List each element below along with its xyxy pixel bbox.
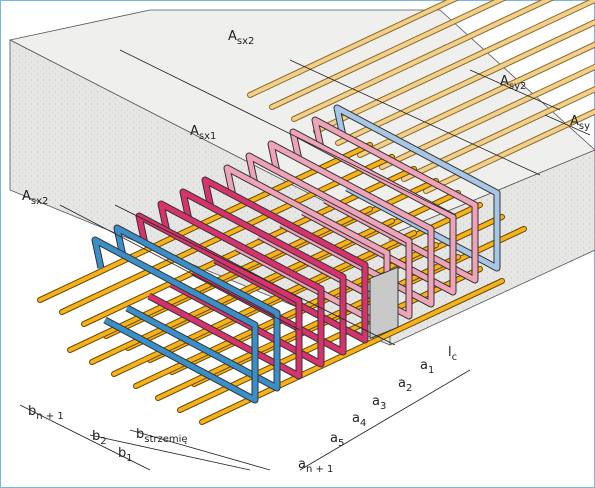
label-base: A: [22, 189, 31, 204]
label-sub: sx2: [31, 196, 49, 207]
label-base: A: [570, 114, 579, 129]
label-sub: sx2: [237, 36, 255, 47]
label-sub: c: [452, 352, 458, 363]
label-sub: 3: [380, 401, 386, 412]
label-sub: 4: [360, 418, 366, 429]
label-sub: sx1: [199, 131, 217, 142]
label-sub: 1: [126, 453, 132, 464]
label-base: b: [28, 404, 36, 419]
label-sub: sy: [579, 121, 590, 132]
label-sub: sy2: [509, 81, 527, 92]
label-base: A: [190, 124, 199, 139]
label-base: A: [228, 29, 237, 44]
label-base: b: [136, 427, 144, 442]
label-sub: 1: [428, 365, 434, 376]
label-base: A: [500, 74, 509, 89]
label-sub: 2: [100, 436, 106, 447]
label-base: a: [420, 358, 428, 373]
label-base: a: [330, 431, 338, 446]
label-sub: 5: [338, 438, 344, 449]
label-sub: 2: [406, 383, 412, 394]
label-sub: strzemię: [144, 434, 187, 445]
label-base: b: [92, 429, 100, 444]
label-base: a: [398, 376, 406, 391]
anchor-plate: [370, 267, 398, 338]
label-base: a: [372, 394, 380, 409]
label-sub: n + 1: [306, 464, 333, 475]
reinforcement-diagram: Asx2Asy2AsyAsx1Asx2bn + 1b2b1bstrzemięan…: [0, 0, 595, 488]
label-base: a: [352, 411, 360, 426]
label-base: b: [118, 446, 126, 461]
label-sub: n + 1: [36, 411, 63, 422]
label-base: a: [298, 457, 306, 472]
